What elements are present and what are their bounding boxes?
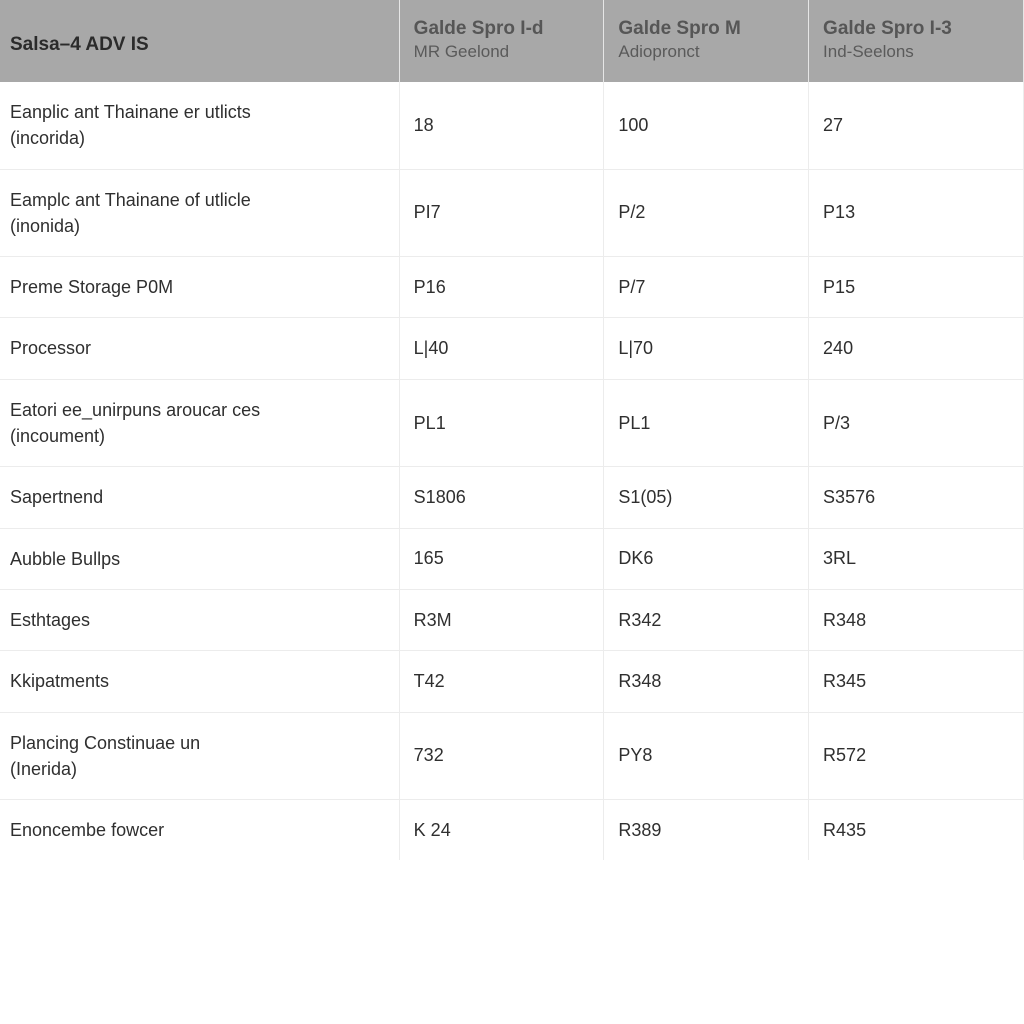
data-cell: R435 <box>809 800 1024 861</box>
row-label-cell: Processor <box>0 318 399 379</box>
row-sublabel: (incorida) <box>10 126 385 150</box>
data-cell: P/2 <box>604 169 809 257</box>
data-cell: 165 <box>399 528 604 589</box>
row-label: Esthtages <box>10 608 385 632</box>
data-cell: 3RL <box>809 528 1024 589</box>
col-title: Galde Spro I-d <box>414 18 590 40</box>
row-sublabel: (incoument) <box>10 424 385 448</box>
data-cell: R348 <box>604 651 809 712</box>
row-label: Processor <box>10 336 385 360</box>
row-label-cell: Plancing Constinuae un(Inerida) <box>0 712 399 800</box>
row-label: Preme Storage P0M <box>10 275 385 299</box>
row-label-cell: Aubble Bullps <box>0 528 399 589</box>
data-cell: T42 <box>399 651 604 712</box>
data-cell: DK6 <box>604 528 809 589</box>
table-row: Sapertnend S1806S1(05)S3576 <box>0 467 1024 528</box>
table-row: Plancing Constinuae un(Inerida)732PY8R57… <box>0 712 1024 800</box>
row-sublabel: (inonida) <box>10 214 385 238</box>
data-cell: P/3 <box>809 379 1024 467</box>
data-cell: R348 <box>809 589 1024 650</box>
row-label: Eatori ee_unirpuns aroucar ces <box>10 398 385 422</box>
row-label-cell: Esthtages <box>0 589 399 650</box>
row-label-cell: Preme Storage P0M <box>0 257 399 318</box>
data-cell: 18 <box>399 82 604 169</box>
row-label-cell: Eanplic ant Thainane er utlicts(incorida… <box>0 82 399 169</box>
table-row: Aubble Bullps 165DK63RL <box>0 528 1024 589</box>
data-cell: S1(05) <box>604 467 809 528</box>
col-sub: MR Geelond <box>414 42 590 62</box>
data-cell: 732 <box>399 712 604 800</box>
header-title: Salsa–4 ADV IS <box>0 0 399 82</box>
data-cell: L|40 <box>399 318 604 379</box>
data-cell: P/7 <box>604 257 809 318</box>
row-label: Eamplc ant Thainane of utlicle <box>10 188 385 212</box>
row-label: Sapertnend <box>10 485 385 509</box>
data-cell: K 24 <box>399 800 604 861</box>
header-col-1: Galde Spro M Adiopronct <box>604 0 809 82</box>
table-row: Eamplc ant Thainane of utlicle(inonida)P… <box>0 169 1024 257</box>
table-row: Esthtages R3MR342R348 <box>0 589 1024 650</box>
table-title: Salsa–4 ADV IS <box>10 34 149 55</box>
col-sub: Ind-Seelons <box>823 42 1009 62</box>
data-cell: P16 <box>399 257 604 318</box>
data-cell: P13 <box>809 169 1024 257</box>
col-title: Galde Spro I-3 <box>823 18 1009 40</box>
col-title: Galde Spro M <box>618 18 794 40</box>
row-label: Enoncembe fowcer <box>10 818 385 842</box>
data-cell: 240 <box>809 318 1024 379</box>
comparison-table: Salsa–4 ADV IS Galde Spro I-d MR Geelond… <box>0 0 1024 860</box>
data-cell: S3576 <box>809 467 1024 528</box>
data-cell: 100 <box>604 82 809 169</box>
row-label-cell: Sapertnend <box>0 467 399 528</box>
data-cell: S1806 <box>399 467 604 528</box>
row-label-cell: Eatori ee_unirpuns aroucar ces(incoument… <box>0 379 399 467</box>
data-cell: PY8 <box>604 712 809 800</box>
data-cell: R3M <box>399 589 604 650</box>
header-row: Salsa–4 ADV IS Galde Spro I-d MR Geelond… <box>0 0 1024 82</box>
table-row: Eatori ee_unirpuns aroucar ces(incoument… <box>0 379 1024 467</box>
table-row: Processor L|40L|70240 <box>0 318 1024 379</box>
header-col-2: Galde Spro I-3 Ind-Seelons <box>809 0 1024 82</box>
data-cell: PL1 <box>604 379 809 467</box>
data-cell: R389 <box>604 800 809 861</box>
data-cell: L|70 <box>604 318 809 379</box>
data-cell: PL1 <box>399 379 604 467</box>
row-label-cell: Eamplc ant Thainane of utlicle(inonida) <box>0 169 399 257</box>
data-cell: R342 <box>604 589 809 650</box>
row-sublabel: (Inerida) <box>10 757 385 781</box>
data-cell: R572 <box>809 712 1024 800</box>
header-col-0: Galde Spro I-d MR Geelond <box>399 0 604 82</box>
row-label: Eanplic ant Thainane er utlicts <box>10 100 385 124</box>
row-label: Plancing Constinuae un <box>10 731 385 755</box>
row-label-cell: Enoncembe fowcer <box>0 800 399 861</box>
table-body: Eanplic ant Thainane er utlicts(incorida… <box>0 82 1024 860</box>
table-row: Eanplic ant Thainane er utlicts(incorida… <box>0 82 1024 169</box>
table-row: Preme Storage P0M P16P/7P15 <box>0 257 1024 318</box>
row-label-cell: Kkipatments <box>0 651 399 712</box>
table-row: Kkipatments T42R348R345 <box>0 651 1024 712</box>
table-row: Enoncembe fowcer K 24R389R435 <box>0 800 1024 861</box>
col-sub: Adiopronct <box>618 42 794 62</box>
data-cell: 27 <box>809 82 1024 169</box>
row-label: Kkipatments <box>10 669 385 693</box>
data-cell: P15 <box>809 257 1024 318</box>
row-label: Aubble Bullps <box>10 547 385 571</box>
data-cell: PI7 <box>399 169 604 257</box>
data-cell: R345 <box>809 651 1024 712</box>
